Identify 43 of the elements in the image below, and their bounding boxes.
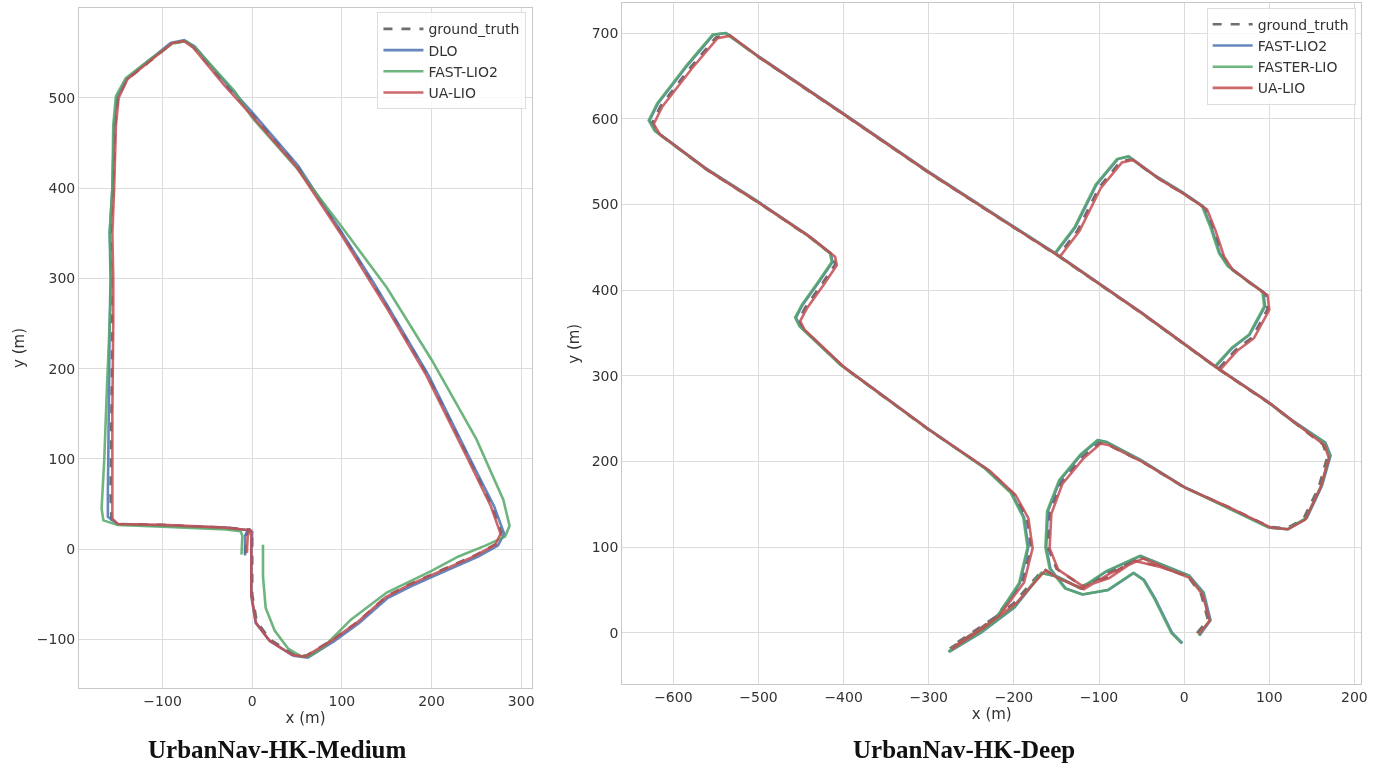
legend-label: DLO [428,42,458,59]
y-tick-label: 400 [48,180,76,197]
x-tick-label: 200 [1341,689,1368,706]
x-axis-title: x (m) [971,705,1012,724]
y-axis-title: y (m) [564,323,583,364]
legend-label: FAST-LIO2 [428,63,498,80]
text: UrbanNav-HK-Deep [853,736,1076,763]
y-tick-label: 300 [591,367,619,384]
x-tick-label: 300 [507,693,535,710]
x-tick-label: −600 [654,689,693,706]
legend-label: FASTER-LIO [1257,59,1338,76]
x-tick-label: 0 [1179,689,1189,706]
legend-label: UA-LIO [1257,80,1306,97]
x-tick-label: 100 [328,693,356,710]
x-tick-label: −500 [739,689,778,706]
y-tick-label: 200 [591,453,619,470]
y-axis-title: y (m) [10,327,29,368]
y-tick-label: 300 [48,270,76,287]
text: UrbanNav-HK-Medium [148,736,407,763]
y-tick-label: 100 [48,450,76,467]
y-tick-label: 500 [48,89,76,106]
y-tick-label: 200 [48,360,76,377]
legend-label: FAST-LIO2 [1257,37,1328,54]
x-tick-label: −100 [143,693,182,710]
y-tick-label: 0 [66,541,76,558]
y-tick-label: −100 [36,631,76,648]
legend-label: UA-LIO [428,84,476,101]
x-tick-label: −400 [824,689,863,706]
y-tick-label: 500 [591,196,619,213]
x-tick-label: −300 [909,689,948,706]
x-tick-label: −200 [994,689,1034,706]
x-axis-title: x (m) [285,709,326,728]
y-tick-label: 100 [591,539,619,556]
x-tick-label: 100 [1255,689,1283,706]
y-tick-label: 400 [591,282,619,299]
y-tick-label: 0 [609,624,619,641]
x-tick-label: −100 [1079,689,1119,706]
x-tick-label: 0 [247,693,257,710]
y-tick-label: 700 [591,24,619,41]
legend-label: ground_truth [1257,16,1349,33]
legend-label: ground_truth [428,21,520,38]
y-tick-label: 600 [591,110,619,127]
x-tick-label: 200 [418,693,445,710]
